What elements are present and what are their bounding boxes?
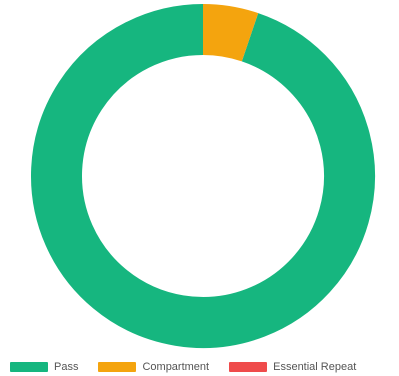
legend-label-essential-repeat: Essential Repeat	[273, 361, 356, 373]
legend-swatch-compartment	[98, 362, 136, 372]
legend-item-pass[interactable]: Pass	[10, 361, 78, 373]
legend-item-compartment[interactable]: Compartment	[98, 361, 209, 373]
legend-item-essential-repeat[interactable]: Essential Repeat	[229, 361, 356, 373]
donut-chart-svg	[0, 0, 399, 350]
donut-slice-pass[interactable]	[56, 30, 349, 323]
chart-legend: Pass Compartment Essential Repeat	[10, 358, 356, 376]
legend-label-pass: Pass	[54, 361, 78, 373]
legend-label-compartment: Compartment	[142, 361, 209, 373]
legend-swatch-pass	[10, 362, 48, 372]
donut-slice-compartment[interactable]	[203, 30, 250, 38]
legend-swatch-essential-repeat	[229, 362, 267, 372]
